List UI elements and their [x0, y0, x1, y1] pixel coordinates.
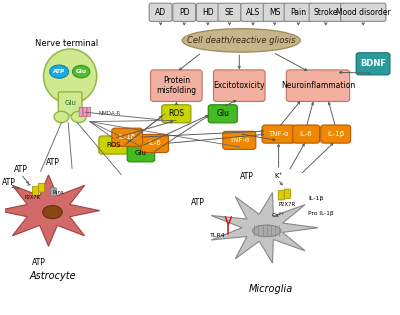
Ellipse shape	[42, 206, 62, 219]
Text: Mood disorder: Mood disorder	[336, 8, 390, 17]
Text: Glu: Glu	[216, 109, 229, 118]
FancyBboxPatch shape	[58, 92, 82, 115]
Text: TNF-α: TNF-α	[229, 137, 250, 143]
FancyBboxPatch shape	[214, 70, 265, 101]
Text: IL-6: IL-6	[300, 131, 312, 137]
FancyBboxPatch shape	[284, 3, 312, 21]
FancyBboxPatch shape	[150, 70, 202, 101]
Text: MS: MS	[269, 8, 280, 17]
Text: HD: HD	[202, 8, 214, 17]
Ellipse shape	[253, 225, 281, 237]
Text: PD: PD	[179, 8, 190, 17]
Text: IL-1β: IL-1β	[308, 196, 324, 201]
Text: IL-6: IL-6	[148, 140, 161, 146]
Ellipse shape	[72, 66, 90, 78]
Text: Pain: Pain	[290, 8, 306, 17]
FancyBboxPatch shape	[79, 107, 83, 117]
Text: Microglia: Microglia	[249, 284, 293, 294]
FancyBboxPatch shape	[284, 189, 290, 198]
FancyBboxPatch shape	[83, 107, 87, 117]
FancyBboxPatch shape	[278, 191, 284, 200]
FancyBboxPatch shape	[223, 131, 256, 149]
FancyBboxPatch shape	[99, 136, 128, 154]
Ellipse shape	[44, 49, 97, 104]
FancyBboxPatch shape	[141, 135, 168, 152]
FancyBboxPatch shape	[340, 3, 386, 21]
Text: ATP: ATP	[2, 178, 16, 187]
Text: Protein
misfolding: Protein misfolding	[156, 76, 196, 95]
Text: TLR4: TLR4	[210, 233, 226, 238]
FancyBboxPatch shape	[262, 125, 295, 143]
FancyBboxPatch shape	[286, 70, 350, 101]
FancyBboxPatch shape	[218, 3, 241, 21]
Text: Panx: Panx	[52, 190, 64, 195]
Text: Pro IL-1β: Pro IL-1β	[308, 211, 334, 216]
FancyBboxPatch shape	[293, 125, 320, 143]
Text: Nerve terminal: Nerve terminal	[34, 39, 98, 48]
FancyBboxPatch shape	[309, 3, 342, 21]
Text: P2X7R: P2X7R	[279, 202, 296, 207]
Ellipse shape	[182, 29, 300, 52]
Text: P2X7R: P2X7R	[24, 195, 40, 200]
FancyBboxPatch shape	[173, 3, 196, 21]
FancyBboxPatch shape	[162, 105, 191, 123]
FancyBboxPatch shape	[356, 53, 390, 75]
FancyBboxPatch shape	[149, 3, 172, 21]
FancyBboxPatch shape	[127, 144, 155, 162]
Text: ATP: ATP	[240, 172, 254, 181]
Text: AD: AD	[155, 8, 166, 17]
Text: K⁺: K⁺	[274, 173, 283, 179]
Polygon shape	[211, 192, 318, 263]
FancyBboxPatch shape	[50, 188, 56, 196]
FancyBboxPatch shape	[208, 105, 237, 123]
FancyBboxPatch shape	[241, 3, 265, 21]
Text: TNF-α: TNF-α	[268, 131, 289, 137]
Text: Glu: Glu	[65, 100, 77, 106]
Ellipse shape	[71, 111, 86, 123]
Text: Glu: Glu	[135, 150, 147, 156]
Text: ATP: ATP	[46, 158, 59, 167]
Text: IL-1β: IL-1β	[119, 134, 136, 140]
FancyBboxPatch shape	[32, 186, 39, 195]
Text: Stroke: Stroke	[314, 8, 338, 17]
Polygon shape	[0, 175, 100, 246]
FancyBboxPatch shape	[87, 107, 90, 117]
Ellipse shape	[54, 111, 69, 123]
FancyBboxPatch shape	[196, 3, 219, 21]
Text: Ca²⁺: Ca²⁺	[272, 213, 285, 218]
Text: Neuroinflammation: Neuroinflammation	[281, 81, 355, 90]
FancyBboxPatch shape	[321, 125, 351, 143]
FancyBboxPatch shape	[263, 3, 286, 21]
Text: ATP: ATP	[53, 69, 65, 74]
Text: Glu: Glu	[76, 69, 87, 74]
Text: Excitotoxicity: Excitotoxicity	[214, 81, 265, 90]
Text: ALS: ALS	[246, 8, 260, 17]
Text: SE: SE	[225, 8, 234, 17]
FancyBboxPatch shape	[38, 183, 44, 192]
FancyBboxPatch shape	[112, 128, 142, 146]
Text: ATP: ATP	[32, 258, 46, 266]
Text: BDNF: BDNF	[360, 59, 386, 68]
Text: IL-1β: IL-1β	[327, 131, 344, 137]
Text: ATP: ATP	[191, 198, 205, 207]
Ellipse shape	[50, 65, 68, 78]
Text: ROS: ROS	[168, 109, 184, 118]
Text: ATP: ATP	[14, 165, 28, 175]
Text: ROS: ROS	[106, 142, 121, 148]
Text: Cell death/reactive gliosis: Cell death/reactive gliosis	[187, 36, 296, 45]
Text: Astrocyte: Astrocyte	[29, 271, 76, 281]
Text: NMDA-R: NMDA-R	[98, 111, 121, 116]
